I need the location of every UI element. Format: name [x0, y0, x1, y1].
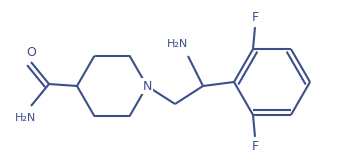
Text: O: O [26, 46, 36, 58]
Text: H₂N: H₂N [15, 113, 36, 123]
Text: F: F [252, 140, 258, 153]
Text: N: N [142, 79, 152, 92]
Text: H₂N: H₂N [167, 39, 189, 49]
Text: F: F [252, 11, 258, 24]
